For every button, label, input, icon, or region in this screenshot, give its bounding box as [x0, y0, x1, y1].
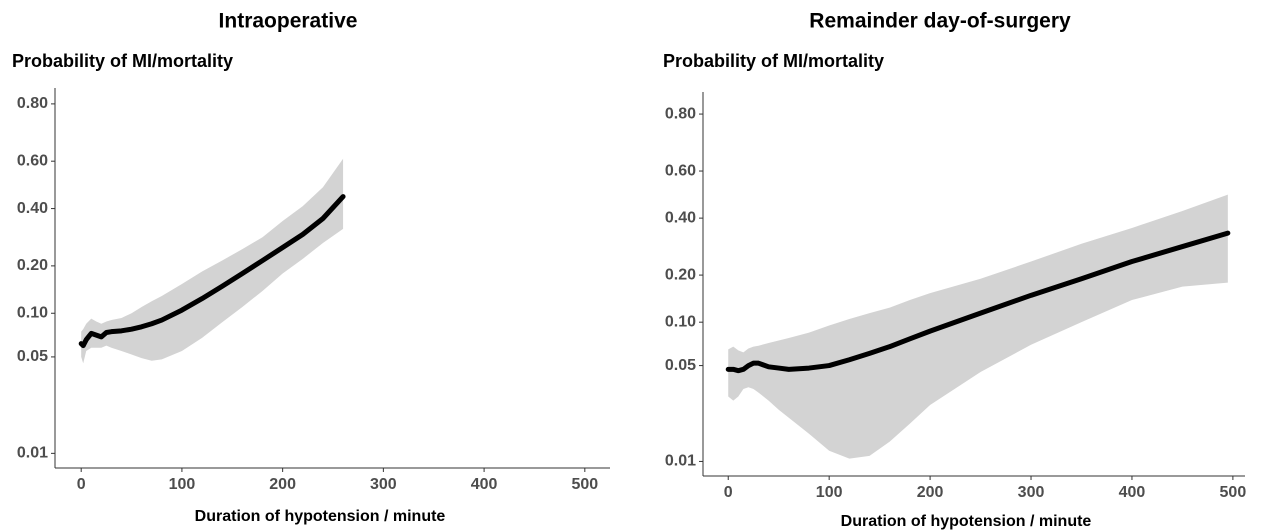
- y-tick-label: 0.01: [17, 445, 48, 462]
- x-axis-label: Duration of hypotension / minute: [841, 513, 1092, 530]
- chart-title: Remainder day-of-surgery: [809, 10, 1071, 33]
- x-tick-label: 500: [571, 476, 598, 493]
- y-tick-label: 0.40: [17, 200, 48, 217]
- y-axis-label: Probability of MI/mortality: [663, 51, 884, 71]
- y-tick-label: 0.20: [17, 257, 48, 274]
- x-tick-label: 100: [169, 476, 196, 493]
- y-tick-label: 0.80: [665, 105, 696, 122]
- y-tick-label: 0.60: [17, 152, 48, 169]
- x-tick-label: 0: [77, 476, 86, 493]
- confidence-band: [728, 194, 1228, 459]
- chart-title: Intraoperative: [219, 10, 358, 33]
- y-tick-label: 0.10: [17, 304, 48, 321]
- estimate-line: [725, 230, 1231, 374]
- y-axis-label: Probability of MI/mortality: [12, 51, 233, 71]
- x-tick-label: 400: [471, 476, 498, 493]
- estimate-line: [78, 194, 346, 349]
- confidence-band: [81, 158, 344, 364]
- y-tick-label: 0.01: [665, 453, 696, 470]
- x-tick-label: 300: [1018, 484, 1045, 501]
- x-tick-label: 0: [724, 484, 733, 501]
- y-tick-label: 0.10: [665, 313, 696, 330]
- y-tick-label: 0.20: [665, 266, 696, 283]
- x-tick-label: 300: [370, 476, 397, 493]
- x-tick-label: 200: [917, 484, 944, 501]
- y-tick-label: 0.40: [665, 209, 696, 226]
- y-tick-label: 0.05: [665, 357, 696, 374]
- x-tick-label: 200: [269, 476, 296, 493]
- x-tick-label: 500: [1220, 484, 1247, 501]
- y-tick-label: 0.05: [17, 348, 48, 365]
- x-tick-label: 100: [816, 484, 843, 501]
- y-tick-label: 0.80: [17, 95, 48, 112]
- x-tick-label: 400: [1119, 484, 1146, 501]
- y-tick-label: 0.60: [665, 162, 696, 179]
- x-axis-label: Duration of hypotension / minute: [195, 508, 446, 525]
